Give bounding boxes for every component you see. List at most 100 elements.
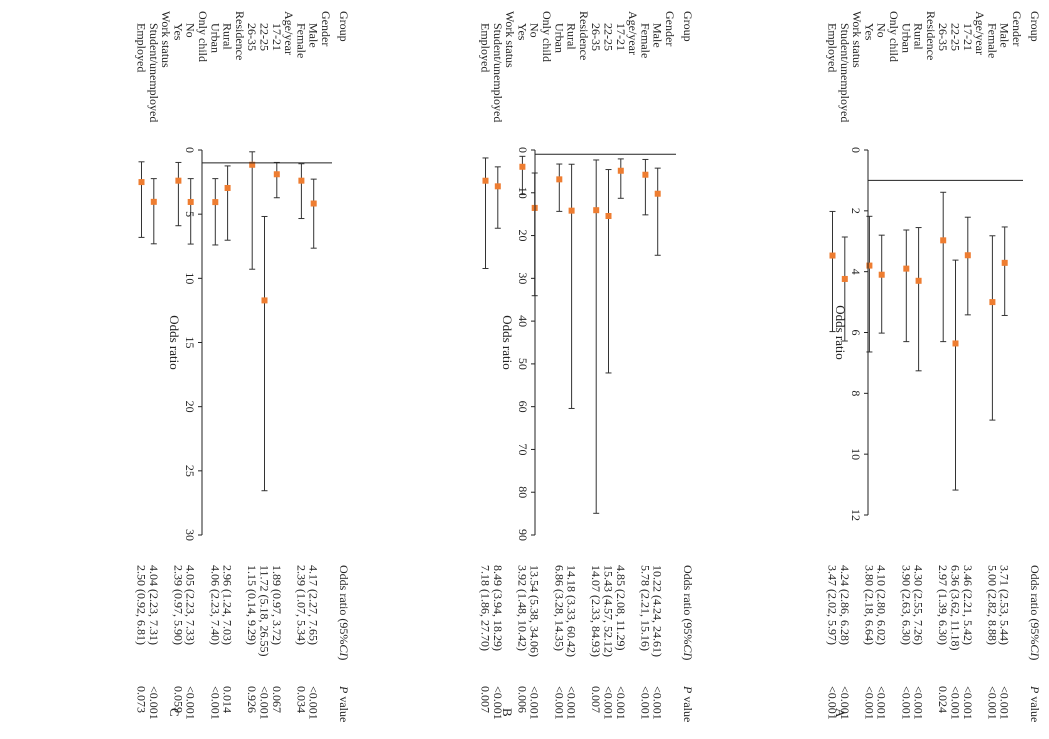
p-value-text: <0.001 xyxy=(184,686,198,720)
odds-ratio-text: 1.89 (0.97, 3.72) xyxy=(270,565,284,645)
odds-ratio-text: 10.22 (4.24, 24.61) xyxy=(651,565,665,657)
p-value-text: <0.001 xyxy=(961,686,975,720)
odds-ratio-text: 4.05 (2.23, 7.33) xyxy=(184,565,198,645)
group-heading: Only child xyxy=(887,11,901,62)
row-label: Employed xyxy=(826,23,840,72)
row-label: Urban xyxy=(899,23,913,53)
odds-ratio-text: 3.90 (2.63, 6.30) xyxy=(899,565,913,645)
p-value-text: <0.001 xyxy=(528,686,542,720)
p-value-text: 0.926 xyxy=(245,686,259,713)
row-label: Urban xyxy=(552,23,566,53)
odds-ratio-marker xyxy=(605,213,612,220)
odds-ratio-text: 3.47 (2.02, 5.97) xyxy=(826,565,840,645)
odds-ratio-marker xyxy=(273,171,280,178)
row-label: Employed xyxy=(135,23,149,72)
p-value-text: 0.024 xyxy=(936,686,950,713)
x-tick-label: 70 xyxy=(516,443,530,455)
group-heading: Only child xyxy=(196,11,210,62)
odds-ratio-marker xyxy=(187,198,194,205)
row-label: Female xyxy=(985,23,999,58)
row-label: 26-35 xyxy=(589,23,603,51)
p-value-text: 0.073 xyxy=(135,686,149,713)
x-tick-label: 4 xyxy=(849,269,863,275)
header-p-value: P value xyxy=(337,685,351,722)
x-tick-label: 0 xyxy=(849,147,863,153)
odds-ratio-text: 3.46 (2.21, 5.42) xyxy=(961,565,975,645)
x-tick-label: 20 xyxy=(516,230,530,242)
odds-ratio-text: 4.30 (2.55, 7.26) xyxy=(912,565,926,645)
x-tick-label: 10 xyxy=(183,272,197,284)
odds-ratio-marker xyxy=(841,275,848,282)
x-tick-label: 12 xyxy=(849,509,863,521)
panel-letter: B xyxy=(500,708,515,717)
row-label: Male xyxy=(651,23,665,48)
p-value-text: <0.001 xyxy=(602,686,616,720)
x-tick-label: 0 xyxy=(183,147,197,153)
odds-ratio-marker xyxy=(556,176,563,183)
row-label: 26-35 xyxy=(245,23,259,51)
odds-ratio-marker xyxy=(1001,259,1008,266)
x-tick-label: 6 xyxy=(849,330,863,336)
x-tick-label: 2 xyxy=(849,208,863,214)
odds-ratio-marker xyxy=(310,200,317,207)
p-value-text: <0.001 xyxy=(307,686,321,720)
p-value-text: <0.001 xyxy=(998,686,1012,720)
odds-ratio-text: 3.71 (2.53, 5.44) xyxy=(998,565,1012,645)
odds-ratio-text: 8.49 (3.94, 18.29) xyxy=(491,565,505,651)
x-tick-label: 15 xyxy=(183,337,197,349)
odds-ratio-marker xyxy=(915,277,922,284)
row-label: Female xyxy=(294,23,308,58)
row-label: 26-35 xyxy=(936,23,950,51)
odds-ratio-text: 13.54 (5.38, 34.06) xyxy=(528,565,542,657)
row-label: Female xyxy=(638,23,652,58)
p-value-text: <0.001 xyxy=(552,686,566,720)
p-value-text: <0.001 xyxy=(985,686,999,720)
odds-ratio-marker xyxy=(593,207,600,214)
x-axis-label: Odds ratio xyxy=(500,315,515,370)
header-odds-ratio: Odds ratio (95%CI) xyxy=(1028,565,1042,660)
group-heading: Residence xyxy=(577,11,591,60)
odds-ratio-text: 15.43 (4.57, 52.12) xyxy=(602,565,616,657)
p-value-text: <0.001 xyxy=(826,686,840,720)
odds-ratio-marker xyxy=(224,184,231,191)
p-value-text: <0.001 xyxy=(838,686,852,720)
odds-ratio-text: 3.80 (2.18, 6.64) xyxy=(862,565,876,645)
odds-ratio-text: 2.96 (1.24, 7.03) xyxy=(221,565,235,645)
odds-ratio-marker xyxy=(150,198,157,205)
x-tick-label: 30 xyxy=(183,529,197,541)
header-odds-ratio: Odds ratio (95%CI) xyxy=(337,565,351,660)
odds-ratio-text: 6.86 (3.28, 14.35) xyxy=(552,565,566,651)
odds-ratio-marker xyxy=(829,252,836,259)
row-label: No xyxy=(875,23,889,38)
group-heading: Age/year xyxy=(626,11,640,55)
odds-ratio-marker xyxy=(952,340,959,347)
odds-ratio-marker xyxy=(175,177,182,184)
odds-ratio-marker xyxy=(138,179,145,186)
group-heading: Residence xyxy=(924,11,938,60)
p-value-text: 0.059 xyxy=(171,686,185,713)
row-label: Student/unemployed xyxy=(491,23,505,122)
x-tick-label: 25 xyxy=(183,465,197,477)
row-label: No xyxy=(528,23,542,38)
row-label: Male xyxy=(307,23,321,48)
x-tick-label: 8 xyxy=(849,390,863,396)
row-label: Employed xyxy=(479,23,493,72)
header-group: Group xyxy=(1028,11,1042,42)
row-label: 17-21 xyxy=(614,23,628,51)
odds-ratio-text: 5.78 (2.21, 15.16) xyxy=(638,565,652,651)
row-label: 22-25 xyxy=(602,23,616,51)
x-tick-label: 40 xyxy=(516,315,530,327)
header-group: Group xyxy=(337,11,351,42)
odds-ratio-text: 6.36 (3.62, 11.18) xyxy=(949,565,963,651)
odds-ratio-text: 4.04 (2.23, 7.31) xyxy=(147,565,161,645)
odds-ratio-text: 11.72 (5.18, 26.55) xyxy=(258,565,272,657)
group-heading: Residence xyxy=(233,11,247,60)
odds-ratio-text: 4.24 (2.86, 6.28) xyxy=(838,565,852,645)
group-heading: Work status xyxy=(850,11,864,68)
group-heading: Age/year xyxy=(973,11,987,55)
header-odds-ratio: Odds ratio (95%CI) xyxy=(681,565,695,660)
odds-ratio-text: 4.17 (2.27, 7.65) xyxy=(307,565,321,645)
p-value-text: 0.006 xyxy=(515,686,529,713)
